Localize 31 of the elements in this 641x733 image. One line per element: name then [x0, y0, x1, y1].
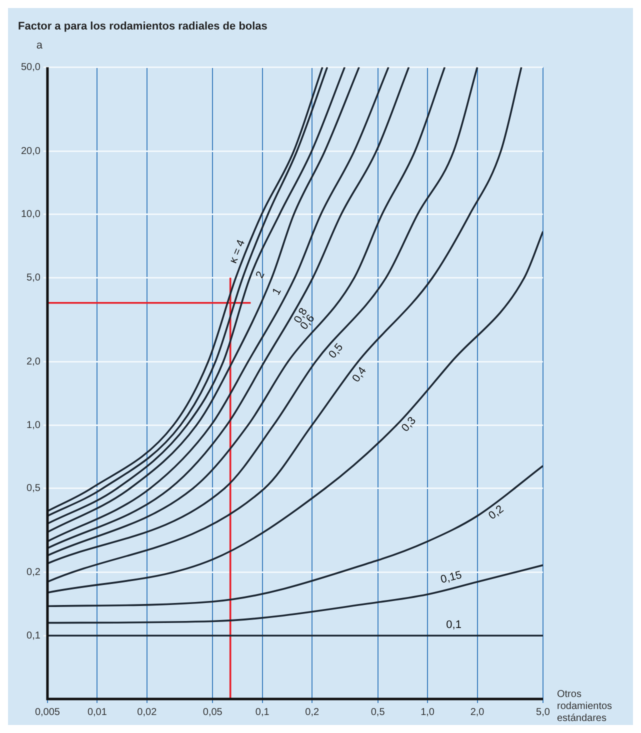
text: 1 — [270, 286, 284, 298]
x-tick-label: 0,1 — [255, 706, 270, 718]
x-tick-label: 0,5 — [370, 706, 386, 718]
text: κ = 4 — [227, 238, 248, 266]
text: 0,3 — [399, 414, 418, 434]
y-tick-label: 5,0 — [26, 272, 41, 284]
x-axis-title: Otros rodamientos estándares — [557, 688, 612, 724]
y-tick-label: 0,1 — [26, 630, 41, 642]
x-tick-label: 0,005 — [34, 706, 60, 718]
series-label: 0,1 — [446, 619, 462, 632]
x-tick-label: 0,01 — [87, 706, 108, 718]
chart-title: Factor a para los rodamientos radiales de bolas — [18, 20, 268, 33]
text: 0,2 — [486, 503, 506, 522]
text: 0,5 — [326, 341, 346, 361]
y-tick-label: 50,0 — [20, 62, 41, 73]
y-tick-label: 20,0 — [20, 146, 41, 157]
y-tick-label: 0,2 — [26, 566, 41, 578]
y-tick-label: 2,0 — [26, 356, 41, 368]
x-tick-label: 0,2 — [305, 706, 320, 718]
text: 2 — [254, 270, 268, 280]
x-tick-label: 1,0 — [420, 706, 435, 718]
text: 0,4 — [350, 365, 369, 384]
y-axis-title: a — [36, 40, 44, 52]
x-tick-label: 5,0 — [536, 706, 550, 718]
y-tick-label: 0,5 — [26, 483, 41, 494]
x-tick-label: 0,05 — [202, 706, 223, 718]
x-tick-label: 2,0 — [470, 706, 485, 718]
text: 0,15 — [439, 569, 464, 586]
x-tick-label: 0,02 — [137, 706, 158, 718]
y-tick-label: 1,0 — [26, 420, 41, 431]
y-tick-label: 10,0 — [20, 209, 41, 220]
